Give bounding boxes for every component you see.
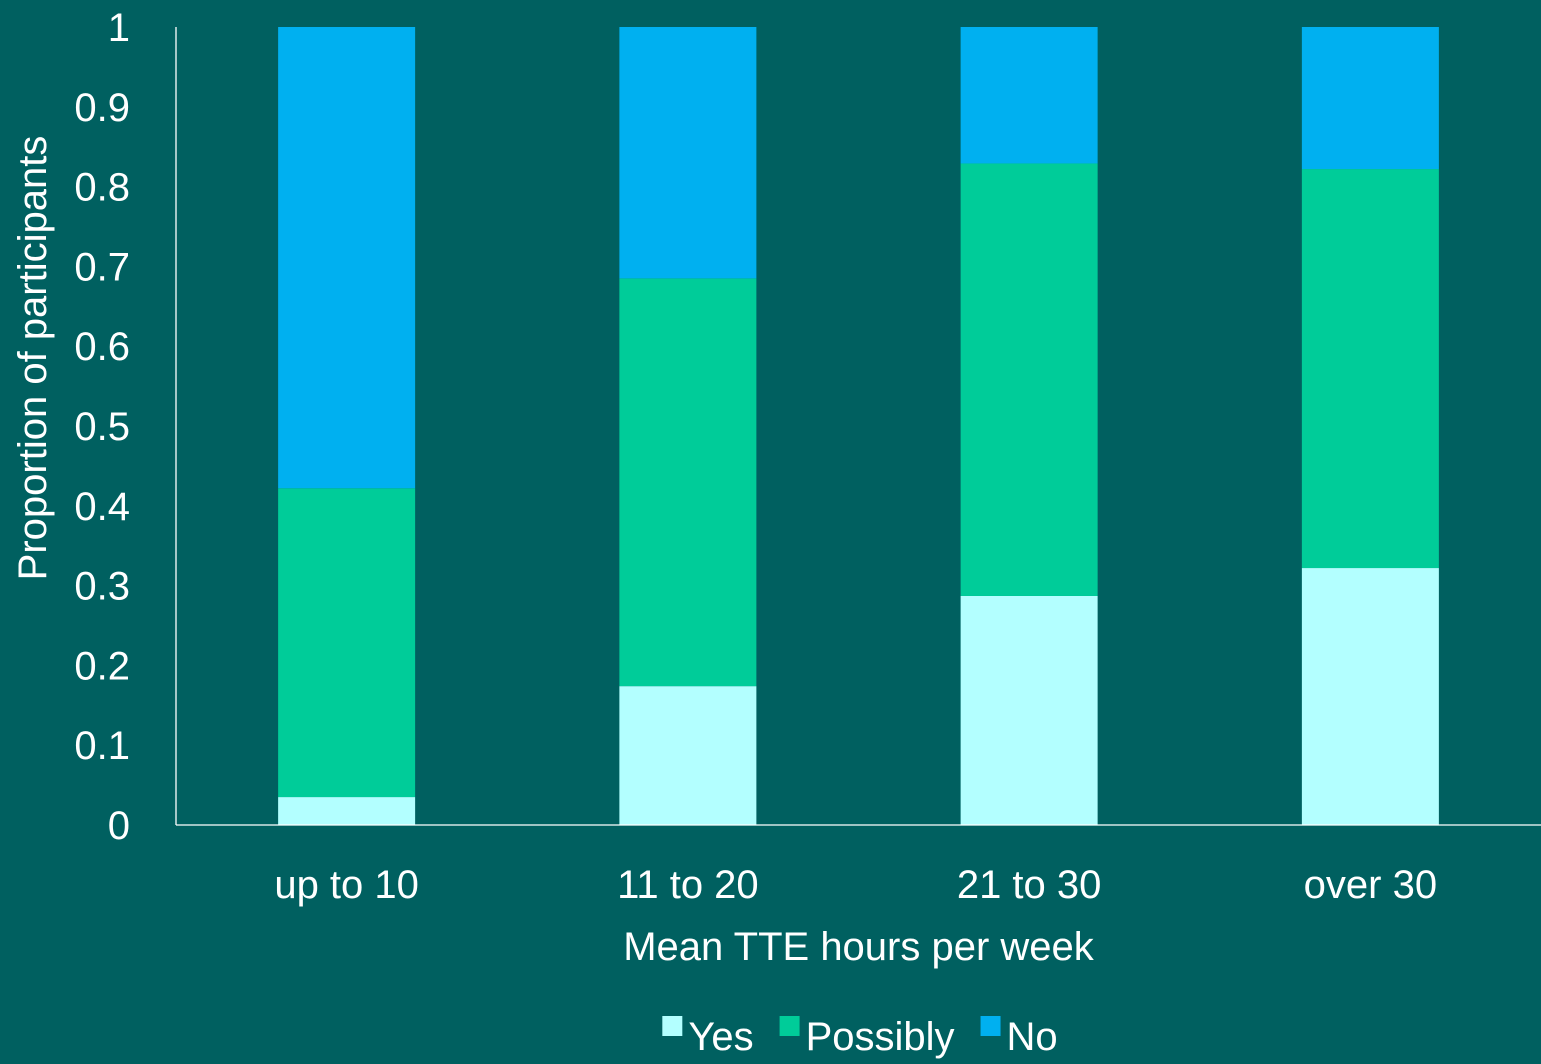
legend-swatch-yes — [662, 1016, 683, 1036]
y-tick-label: 0.4 — [74, 485, 130, 529]
bars — [278, 27, 1439, 825]
legend-label-no: No — [1007, 1015, 1058, 1059]
bar-segment-no — [1301, 27, 1439, 170]
bar-segment-possibly — [960, 163, 1098, 596]
legend-label-possibly: Possibly — [806, 1015, 955, 1059]
x-tick-label: over 30 — [1304, 863, 1437, 907]
y-axis-ticks: 0 0.1 0.2 0.3 0.4 0.5 0.6 0.7 0.8 0.9 1 — [74, 6, 130, 848]
bar-segment-possibly — [278, 488, 416, 798]
y-tick-label: 0.1 — [74, 724, 130, 768]
y-tick-label: 0.9 — [74, 86, 130, 130]
bar-segment-yes — [278, 797, 416, 825]
y-tick-label: 0.8 — [74, 166, 130, 210]
y-tick-label: 0.2 — [74, 644, 130, 688]
bar-segment-yes — [960, 595, 1098, 825]
bar-segment-yes — [619, 686, 757, 825]
x-axis-ticks: up to 10 11 to 20 21 to 30 over 30 — [274, 863, 1437, 907]
x-tick-label: up to 10 — [274, 863, 419, 907]
y-tick-label: 0.7 — [74, 245, 130, 289]
y-tick-label: 0.5 — [74, 405, 130, 449]
legend-label-yes: Yes — [688, 1015, 753, 1059]
bar-segment-no — [960, 27, 1098, 164]
bar-segment-yes — [1301, 568, 1439, 825]
bar-segment-possibly — [1301, 169, 1439, 569]
bar-segment-no — [619, 27, 757, 279]
legend-swatch-no — [980, 1016, 1001, 1036]
x-tick-label: 11 to 20 — [617, 863, 759, 907]
bar-segment-no — [278, 27, 416, 489]
legend-swatch-possibly — [779, 1016, 800, 1036]
y-tick-label: 0.6 — [74, 325, 130, 369]
x-tick-label: 21 to 30 — [957, 863, 1102, 907]
bar-segment-possibly — [619, 278, 757, 687]
y-axis-label: Proportion of participants — [11, 136, 55, 581]
y-tick-label: 0.3 — [74, 565, 130, 609]
legend: Yes Possibly No — [662, 1015, 1058, 1059]
y-tick-label: 0 — [108, 804, 130, 848]
x-axis-label: Mean TTE hours per week — [623, 925, 1095, 969]
y-tick-label: 1 — [108, 6, 130, 50]
